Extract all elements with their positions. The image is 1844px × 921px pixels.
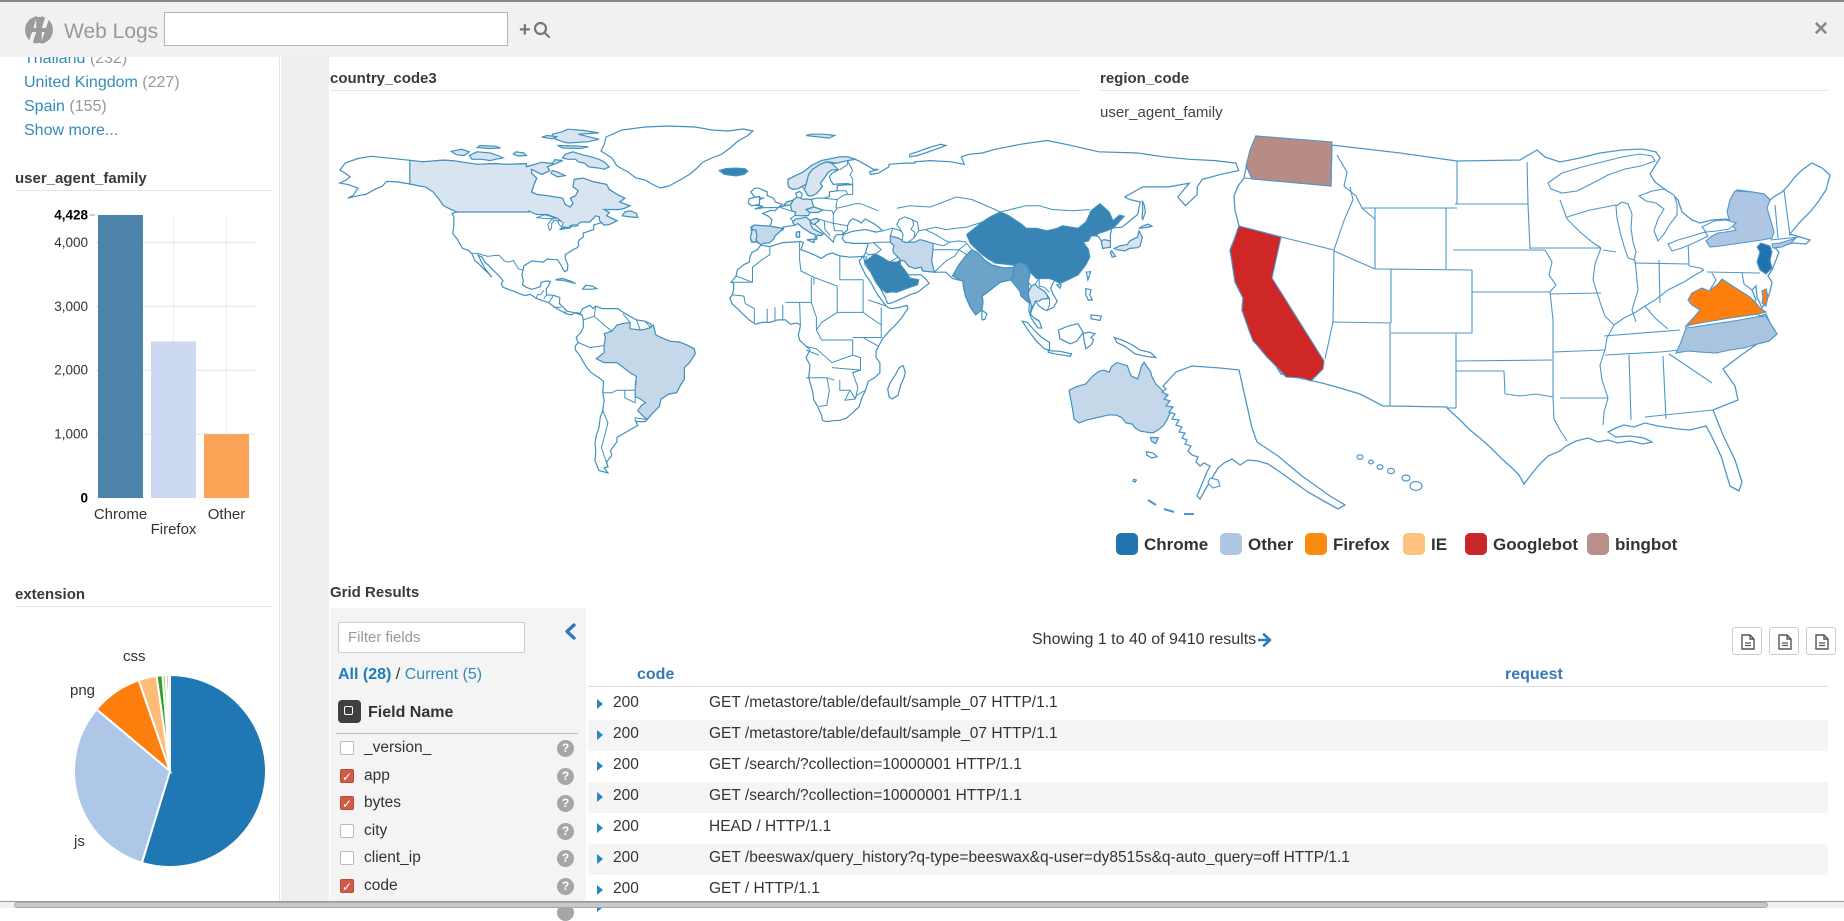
- svg-text:js: js: [73, 833, 85, 850]
- svg-text:3,000: 3,000: [54, 299, 88, 314]
- svg-text:4,000: 4,000: [54, 235, 88, 250]
- svg-text:png: png: [70, 682, 95, 699]
- svg-text:Firefox: Firefox: [151, 521, 197, 538]
- svg-text:css: css: [123, 648, 146, 665]
- svg-text:4,428: 4,428: [54, 208, 88, 223]
- svg-text:Chrome: Chrome: [94, 506, 147, 523]
- svg-text:0: 0: [80, 491, 88, 506]
- svg-text:1,000: 1,000: [54, 427, 88, 442]
- svg-text:2,000: 2,000: [54, 363, 88, 378]
- svg-text:Other: Other: [208, 506, 246, 523]
